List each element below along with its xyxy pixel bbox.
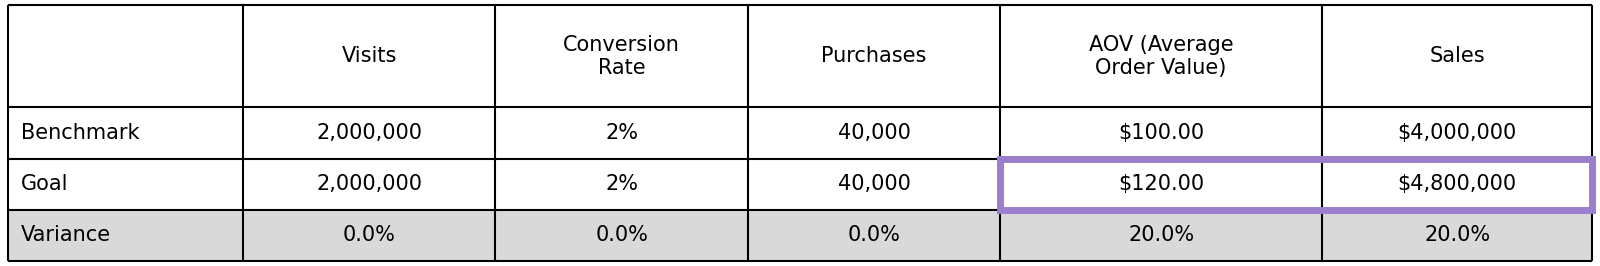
Text: Sales: Sales [1429,46,1485,66]
Text: 40,000: 40,000 [837,174,910,194]
Text: 20.0%: 20.0% [1128,225,1194,245]
Text: $120.00: $120.00 [1118,174,1205,194]
Text: 2,000,000: 2,000,000 [317,123,422,143]
Text: 2%: 2% [605,174,638,194]
Text: Purchases: Purchases [821,46,926,66]
Text: AOV (Average
Order Value): AOV (Average Order Value) [1090,35,1234,78]
Text: 40,000: 40,000 [837,123,910,143]
Text: 0.0%: 0.0% [342,225,395,245]
Text: Goal: Goal [21,174,69,194]
Bar [8,210,1592,261]
Text: $4,800,000: $4,800,000 [1397,174,1517,194]
Text: $100.00: $100.00 [1118,123,1205,143]
Text: 0.0%: 0.0% [848,225,901,245]
Text: Variance: Variance [21,225,110,245]
Bar [8,5,1592,107]
Text: 2%: 2% [605,123,638,143]
Text: 2,000,000: 2,000,000 [317,174,422,194]
Bar [8,107,1592,159]
Text: Conversion
Rate: Conversion Rate [563,35,680,78]
Bar [1000,159,1592,210]
Text: Benchmark: Benchmark [21,123,139,143]
Text: 0.0%: 0.0% [595,225,648,245]
Text: 20.0%: 20.0% [1424,225,1490,245]
Bar [8,159,1592,210]
Text: Visits: Visits [341,46,397,66]
Text: $4,000,000: $4,000,000 [1397,123,1517,143]
